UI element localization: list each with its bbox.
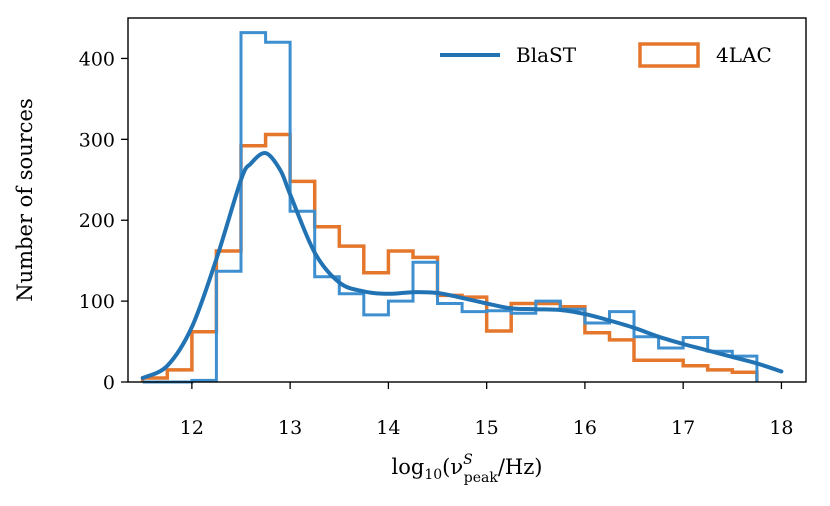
x-tick-label: 14 (376, 417, 400, 439)
x-axis-label-rest: /Hz) (498, 455, 543, 479)
x-tick-label: 12 (180, 417, 204, 439)
series-blast-kde-curve (140, 151, 784, 380)
x-axis-label-log: log (392, 455, 425, 479)
y-tick-label: 200 (79, 210, 115, 232)
series-layer (140, 31, 784, 384)
legend: BlaST 4LAC (440, 42, 772, 68)
y-axis-label: Number of sources (13, 98, 37, 301)
x-tick-label: 18 (769, 417, 793, 439)
series-4lac-histogram (140, 132, 759, 382)
x-tick-label: 13 (278, 417, 302, 439)
plot-frame (127, 17, 807, 383)
x-tick-label: 17 (671, 417, 695, 439)
x-axis-label-sup: S (463, 452, 473, 468)
y-tick-label: 0 (103, 372, 115, 394)
legend-4lac-label: 4LAC (716, 43, 772, 67)
x-tick-label: 16 (573, 417, 597, 439)
y-tick-label: 400 (79, 48, 115, 70)
x-axis-label-nu: (ν (442, 455, 463, 479)
tick-layer: 12 13 14 15 16 17 18 0 100 200 300 400 (79, 48, 794, 439)
y-tick-label: 100 (79, 291, 115, 313)
x-axis-label-base: 10 (424, 467, 442, 483)
x-axis-label-peak: peak (464, 470, 499, 486)
y-tick-label: 300 (79, 129, 115, 151)
legend-blast-label: BlaST (516, 43, 577, 67)
series-blast-histogram (142, 31, 759, 384)
x-tick-label: 15 (475, 417, 499, 439)
x-axis-label: log10(νS peak/Hz) (392, 452, 543, 486)
legend-4lac-swatch (638, 42, 700, 68)
